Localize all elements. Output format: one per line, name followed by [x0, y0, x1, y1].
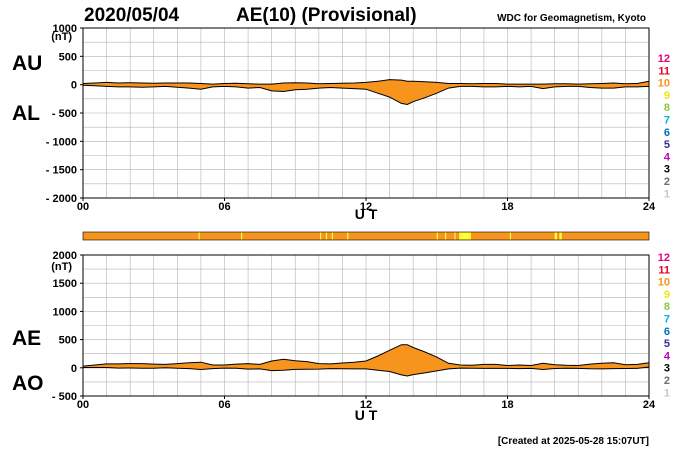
- y-tick-label: - 500: [52, 108, 77, 120]
- coverage-highlight-segment: [459, 232, 471, 240]
- y-tick-label: 0: [71, 80, 77, 92]
- station-count-label: 2: [664, 176, 670, 188]
- ae-ao-marks: [82, 344, 650, 377]
- coverage-highlight-segment: [331, 232, 333, 240]
- y-tick-label: - 1500: [46, 165, 77, 177]
- coverage-highlight-segment: [198, 232, 200, 240]
- coverage-highlight-segment: [554, 232, 558, 240]
- station-count-label: 1: [664, 188, 670, 200]
- station-coverage-bar: [82, 231, 650, 241]
- y-tick-label: 1000: [53, 23, 77, 35]
- x-tick-label: 24: [643, 399, 656, 411]
- coverage-highlight-segment: [347, 232, 349, 240]
- coverage-highlight-segment: [559, 232, 562, 240]
- y-tick-label: - 500: [52, 391, 77, 403]
- ae-ao-grid: [83, 255, 649, 396]
- station-count-label: 3: [664, 363, 670, 375]
- coverage-highlight-segment: [436, 232, 438, 240]
- x-tick-label: 12: [360, 201, 372, 213]
- station-count-label: 10: [658, 277, 670, 289]
- x-tick-label: 18: [501, 201, 513, 213]
- station-count-label: 8: [664, 102, 670, 114]
- ao-side-label: AO: [12, 372, 44, 395]
- coverage-highlight-segment: [320, 232, 322, 240]
- index-title: AE(10) (Provisional): [236, 5, 417, 26]
- coverage-bar-base: [82, 231, 650, 241]
- station-count-label: 4: [664, 350, 671, 362]
- au-al-x-tick-labels: 00 06 12 18 24: [77, 198, 656, 213]
- date-title: 2020/05/04: [84, 5, 180, 26]
- coverage-highlight-segment: [241, 232, 243, 240]
- station-count-label: 11: [658, 65, 670, 77]
- au-al-marks: [82, 79, 650, 106]
- envelope-fill: [83, 79, 649, 105]
- station-count-label: 12: [658, 53, 670, 65]
- y-tick-label: 1500: [53, 278, 77, 290]
- x-tick-label: 24: [643, 201, 656, 213]
- ae-ao-x-axis-label: U T: [355, 407, 378, 423]
- au-al-grid: [83, 28, 649, 198]
- station-count-label: 5: [664, 338, 670, 350]
- x-tick-label: 18: [501, 399, 513, 411]
- y-tick-label: 500: [59, 335, 77, 347]
- station-count-label: 8: [664, 301, 670, 313]
- station-count-label: 1: [664, 387, 670, 399]
- coverage-highlight-segment: [445, 232, 447, 240]
- station-count-label: 9: [664, 90, 670, 102]
- au-side-label: AU: [12, 52, 42, 75]
- y-tick-label: - 1000: [46, 136, 77, 148]
- ae-ao-y-tick-labels: 2000 1500 1000 500 0 - 500: [52, 250, 83, 403]
- station-count-label: 3: [664, 164, 670, 176]
- coverage-highlight-segment: [454, 232, 456, 240]
- source-label: WDC for Geomagnetism, Kyoto: [497, 13, 646, 24]
- station-count-label: 7: [664, 314, 670, 326]
- y-tick-label: 2000: [53, 250, 77, 262]
- au-series-line: [82, 79, 650, 85]
- ae-ao-unit-label: (nT): [51, 261, 72, 273]
- station-count-label: 2: [664, 375, 670, 387]
- coverage-highlight-segment: [509, 232, 512, 240]
- x-tick-label: 00: [77, 399, 89, 411]
- ae-series-line: [82, 344, 650, 367]
- station-count-label: 10: [658, 78, 670, 90]
- ao-series-line: [83, 366, 650, 377]
- created-timestamp: [Created at 2025-05-28 15:07UT]: [498, 436, 649, 447]
- x-tick-label: 00: [77, 201, 89, 213]
- x-tick-label: 06: [218, 399, 230, 411]
- station-count-label: 5: [664, 139, 670, 151]
- au-al-x-axis-label: U T: [355, 206, 378, 222]
- station-count-label: 7: [664, 115, 670, 127]
- x-tick-label: 12: [360, 399, 372, 411]
- al-series-line: [82, 84, 650, 106]
- coverage-highlight-segment: [325, 232, 328, 240]
- station-count-label: 4: [664, 151, 671, 163]
- y-tick-label: 1000: [53, 306, 77, 318]
- station-count-label: 6: [664, 127, 670, 139]
- station-count-label: 11: [658, 264, 670, 276]
- ae-ao-x-tick-labels: 00 06 12 18 24: [77, 396, 656, 411]
- y-tick-label: 0: [71, 363, 77, 375]
- station-count-label: 9: [664, 289, 670, 301]
- al-side-label: AL: [12, 102, 40, 125]
- y-tick-label: 500: [59, 51, 77, 63]
- coverage-bar-highlights: [198, 232, 562, 240]
- au-al-y-tick-labels: 1000 500 0 - 500 - 1000 - 1500 - 2000: [46, 23, 83, 205]
- y-tick-label: - 2000: [46, 193, 77, 205]
- ae-side-label: AE: [12, 327, 41, 350]
- au-al-unit-label: (nT): [51, 31, 72, 43]
- x-tick-label: 06: [218, 201, 230, 213]
- station-count-label: 12: [658, 252, 670, 264]
- station-count-label: 6: [664, 326, 670, 338]
